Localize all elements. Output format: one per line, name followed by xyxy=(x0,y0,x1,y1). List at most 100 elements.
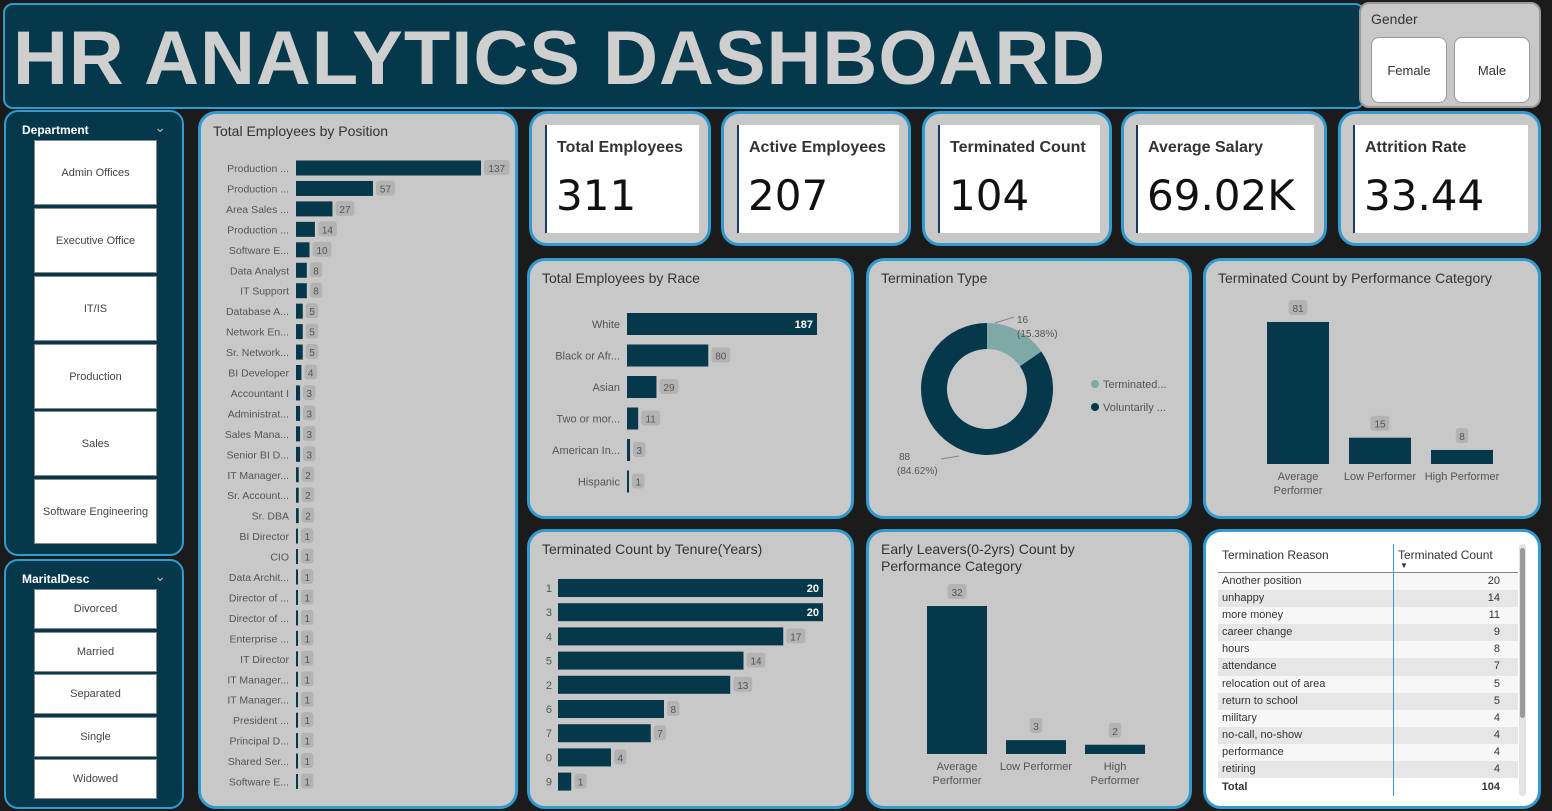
early-leavers-chart-title: Early Leavers(0-2yrs) Count by Performan… xyxy=(881,541,1075,574)
marital-option-single[interactable]: Single xyxy=(34,717,157,757)
page-title: HR ANALYTICS DASHBOARD xyxy=(13,16,1107,101)
table-row[interactable]: unhappy 14 xyxy=(1218,590,1518,608)
data-label-bg xyxy=(301,671,314,687)
category-label: Performer xyxy=(1091,775,1140,787)
slice-value-label: 88 xyxy=(899,452,911,463)
marital-option-widowed[interactable]: Widowed xyxy=(34,759,157,799)
bar xyxy=(296,324,303,340)
table-row[interactable]: performance 4 xyxy=(1218,743,1518,762)
table-body: Another position 20 unhappy 14 more money 11 c… xyxy=(1218,573,1518,779)
table-row[interactable]: more money 11 xyxy=(1218,607,1518,625)
data-label: 17 xyxy=(790,632,802,643)
department-option-admin-offices[interactable]: Admin Offices xyxy=(34,140,157,205)
data-label-bg xyxy=(309,282,323,298)
reason-cell: Another position xyxy=(1218,573,1394,591)
gender-option-female[interactable]: Female xyxy=(1371,37,1447,103)
marital-option-married[interactable]: Married xyxy=(34,632,157,672)
column-header-count-label: Terminated Count xyxy=(1398,548,1493,562)
table-row[interactable]: hours 8 xyxy=(1218,641,1518,659)
department-option-it-is[interactable]: IT/IS xyxy=(34,276,157,341)
department-option-sales[interactable]: Sales xyxy=(34,411,157,476)
table-row[interactable]: attendance 7 xyxy=(1218,658,1518,676)
tenure-chart-title: Terminated Count by Tenure(Years) xyxy=(542,541,763,557)
category-label: Principal D... xyxy=(229,736,289,748)
data-label-bg xyxy=(632,473,645,489)
data-label-bg xyxy=(301,589,314,605)
category-label: 0 xyxy=(546,752,552,764)
table-row[interactable]: retiring 4 xyxy=(1218,761,1518,779)
bar xyxy=(1267,322,1329,464)
data-label: 1 xyxy=(304,757,310,768)
marital-option-divorced[interactable]: Divorced xyxy=(34,589,157,629)
table-row[interactable]: no-call, no-show 4 xyxy=(1218,726,1518,744)
data-label: 1 xyxy=(304,532,310,543)
column-header-reason[interactable]: Termination Reason xyxy=(1218,544,1394,572)
data-label: 137 xyxy=(488,164,505,175)
data-label-bg xyxy=(303,425,316,441)
data-label-bg xyxy=(305,344,319,360)
race-chart-card: Total Employees by Race White 187 Black or… xyxy=(527,258,854,519)
chevron-down-icon[interactable]: ⌄ xyxy=(154,120,166,136)
data-label: 1 xyxy=(304,655,310,666)
data-label-bg xyxy=(375,180,395,196)
kpi-card-active-employees: Active Employees 207 xyxy=(721,111,911,246)
gender-option-male[interactable]: Male xyxy=(1454,37,1530,103)
category-label: Database A... xyxy=(226,306,289,318)
marital-option-separated[interactable]: Separated xyxy=(34,674,157,714)
bar xyxy=(558,603,823,622)
bar xyxy=(627,407,639,430)
bar xyxy=(558,627,784,646)
column-header-count[interactable]: Terminated Count ▼ xyxy=(1394,544,1504,572)
bar xyxy=(927,606,987,754)
data-label: 187 xyxy=(795,319,813,331)
bar xyxy=(1085,744,1145,754)
bar xyxy=(627,344,709,367)
data-label: 2 xyxy=(305,512,311,523)
count-cell: 5 xyxy=(1493,694,1500,707)
slice-percent-label: (84.62%) xyxy=(897,466,938,477)
kpi-value: 311 xyxy=(556,171,637,220)
position-chart-card: Total Employees by Position Production .… xyxy=(198,111,518,809)
data-label: 7 xyxy=(657,729,663,740)
chevron-down-icon[interactable]: ⌄ xyxy=(154,569,166,585)
bar xyxy=(296,508,299,524)
table-row[interactable]: military 4 xyxy=(1218,709,1518,727)
data-label-bg xyxy=(301,569,314,584)
data-label: 10 xyxy=(316,246,328,257)
category-label: Asian xyxy=(592,382,620,394)
data-label: 3 xyxy=(307,430,313,441)
data-label: 1 xyxy=(304,573,310,584)
reason-cell: career change xyxy=(1218,624,1394,642)
bar xyxy=(296,692,298,708)
reason-cell: retiring xyxy=(1218,761,1394,779)
kpi-value: 33.44 xyxy=(1364,171,1485,220)
legend-marker xyxy=(1091,380,1099,388)
table-row[interactable]: return to school 5 xyxy=(1218,692,1518,710)
data-label: 4 xyxy=(308,369,314,380)
category-label: Data Archit... xyxy=(229,572,289,584)
category-label: BI Developer xyxy=(228,368,289,380)
slice-percent-label: (15.38%) xyxy=(1017,329,1058,340)
data-label: 3 xyxy=(307,409,313,420)
category-label: IT Manager... xyxy=(227,674,289,686)
total-label: Total xyxy=(1218,778,1394,797)
bar xyxy=(296,753,298,769)
category-label: Low Performer xyxy=(1000,761,1072,773)
category-label: Performer xyxy=(933,775,982,787)
bar xyxy=(296,651,298,667)
table-row[interactable]: relocation out of area 5 xyxy=(1218,675,1518,693)
department-option-executive-office[interactable]: Executive Office xyxy=(34,208,157,273)
department-option-software-engineering[interactable]: Software Engineering xyxy=(34,479,157,544)
data-label: 1 xyxy=(304,593,310,604)
table-row[interactable]: career change 9 xyxy=(1218,624,1518,642)
table-header: Termination Reason Terminated Count ▼ xyxy=(1218,544,1518,573)
gender-slicer: Gender Female Male xyxy=(1359,2,1541,108)
table-row[interactable]: Another position 20 xyxy=(1218,573,1518,591)
data-label-bg xyxy=(1288,300,1308,315)
data-label-bg xyxy=(641,410,661,426)
bar xyxy=(296,426,301,442)
scrollbar-thumb[interactable] xyxy=(1520,548,1525,718)
data-label-bg xyxy=(304,364,317,380)
department-option-production[interactable]: Production xyxy=(34,344,157,409)
table-scrollbar[interactable] xyxy=(1519,544,1526,796)
